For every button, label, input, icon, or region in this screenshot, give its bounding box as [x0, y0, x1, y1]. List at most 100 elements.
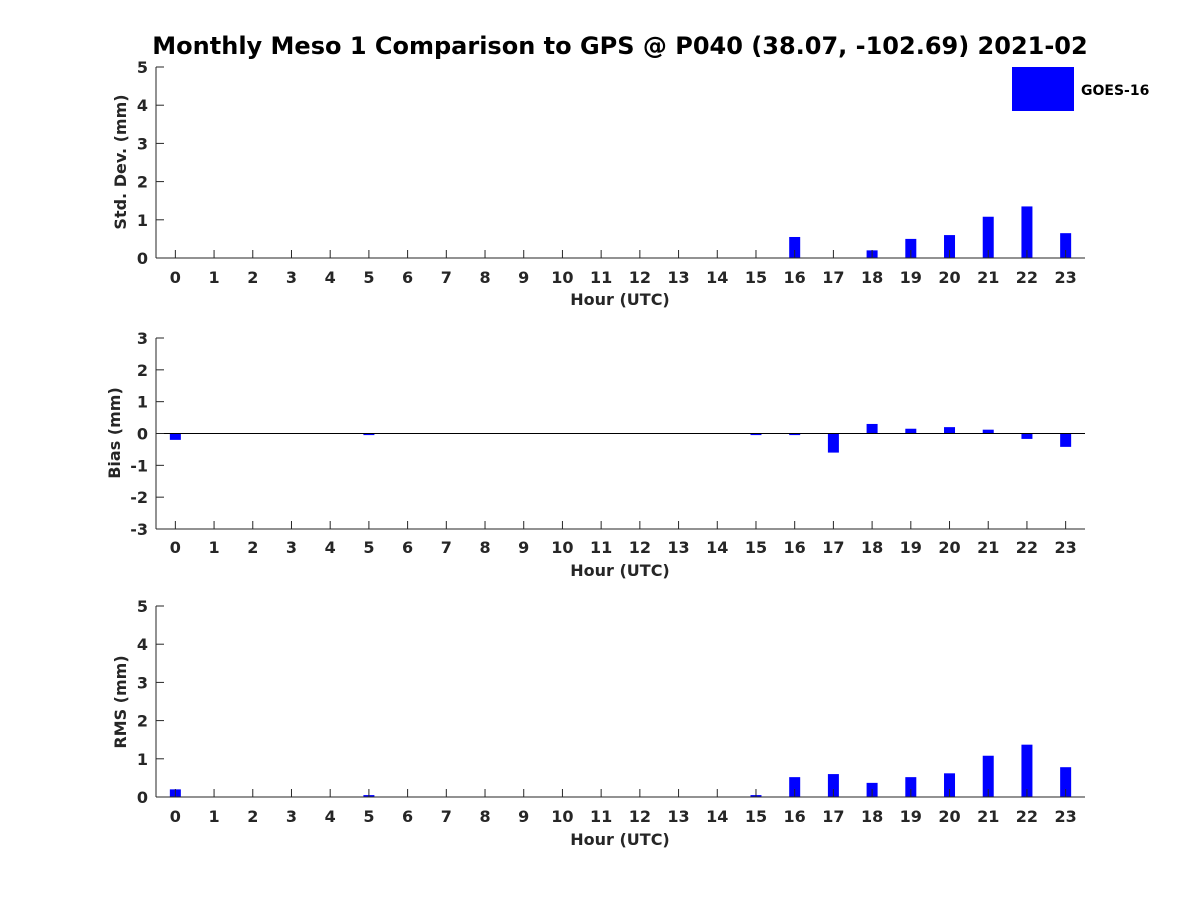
rms-axes: 0 1 2 3 4 5 6 7 8 9 10 11 12 13 14 15 16 17 18 19 20 21 22 2301… [137, 597, 1085, 826]
rms-x-tick-label-22: 22 [1016, 807, 1038, 826]
std-dev-x-tick-label-0: 0 [170, 268, 181, 287]
bias-bar-23 [1060, 433, 1072, 447]
bias-x-tick-label-13: 13 [667, 538, 689, 557]
bias-bar-0 [169, 433, 181, 440]
std-dev-y-tick-label-0: 0 [137, 249, 148, 268]
rms-bar-21 [982, 755, 994, 797]
std-dev-x-tick-label-4: 4 [325, 268, 336, 287]
legend-swatch-goes-16 [1012, 67, 1074, 111]
rms-x-tick-label-12: 12 [629, 807, 651, 826]
rms-x-tick-label-0: 0 [170, 807, 181, 826]
std-dev-x-tick-label-9: 9 [518, 268, 529, 287]
std-dev-x-tick-label-21: 21 [977, 268, 999, 287]
std-dev-x-tick-label-7: 7 [441, 268, 452, 287]
std-dev-x-tick-label-8: 8 [479, 268, 490, 287]
rms-x-tick-label-13: 13 [667, 807, 689, 826]
rms-x-tick-label-19: 19 [900, 807, 922, 826]
std-dev-x-tick-label-11: 11 [590, 268, 612, 287]
rms-bar-19 [905, 777, 917, 797]
rms-x-tick-label-9: 9 [518, 807, 529, 826]
std-dev-x-tick-label-5: 5 [363, 268, 374, 287]
rms-x-tick-label-2: 2 [247, 807, 258, 826]
bias-x-tick-label-6: 6 [402, 538, 413, 557]
rms-x-tick-label-10: 10 [551, 807, 573, 826]
legend-label-goes-16: GOES-16 [1081, 83, 1149, 99]
bias-x-tick-label-16: 16 [784, 538, 806, 557]
std-dev-bar-20 [944, 235, 956, 258]
bias-x-tick-label-21: 21 [977, 538, 999, 557]
std-dev-x-tick-label-19: 19 [900, 268, 922, 287]
bias-bar-18 [866, 423, 878, 434]
rms-bars [169, 744, 1072, 797]
std-dev-x-tick-label-3: 3 [286, 268, 297, 287]
bias-axes: 0 1 2 3 4 5 6 7 8 9 10 11 12 13 14 15 16 17 18 19 20 21 22 23-3… [130, 329, 1085, 557]
std-dev-y-tick-label-2: 2 [137, 173, 148, 192]
bias-x-tick-label-18: 18 [861, 538, 883, 557]
rms-bar-16 [789, 777, 801, 797]
bias-y-tick-label-1: 1 [137, 393, 148, 412]
bias-x-tick-label-17: 17 [822, 538, 844, 557]
rms-bar-23 [1060, 767, 1072, 797]
bias-bar-5 [363, 433, 375, 436]
bias-y-tick-label--2: -2 [130, 488, 148, 507]
rms-x-tick-label-15: 15 [745, 807, 767, 826]
bias-x-tick-label-1: 1 [208, 538, 219, 557]
rms-xlabel: Hour (UTC) [570, 830, 670, 849]
bias-bars [169, 423, 1072, 453]
bias-y-tick-label-2: 2 [137, 361, 148, 380]
rms-x-tick-label-14: 14 [706, 807, 728, 826]
bias-bar-19 [905, 428, 917, 434]
std-dev-bar-23 [1060, 233, 1072, 258]
std-dev-x-tick-label-14: 14 [706, 268, 728, 287]
bias-bar-21 [982, 429, 994, 434]
rms-x-tick-label-17: 17 [822, 807, 844, 826]
rms-x-tick-label-23: 23 [1055, 807, 1077, 826]
rms-x-tick-label-1: 1 [208, 807, 219, 826]
std-dev-x-tick-label-6: 6 [402, 268, 413, 287]
rms-bar-20 [944, 773, 956, 797]
rms-x-tick-label-20: 20 [938, 807, 960, 826]
rms-y-tick-label-0: 0 [137, 788, 148, 807]
rms-x-tick-label-8: 8 [479, 807, 490, 826]
bias-x-tick-label-2: 2 [247, 538, 258, 557]
rms-y-tick-label-3: 3 [137, 673, 148, 692]
bias-x-tick-label-5: 5 [363, 538, 374, 557]
bias-ylabel: Bias (mm) [105, 387, 124, 479]
rms-y-tick-label-1: 1 [137, 750, 148, 769]
std-dev-x-tick-label-23: 23 [1055, 268, 1077, 287]
bias-x-tick-label-10: 10 [551, 538, 573, 557]
rms-x-tick-label-3: 3 [286, 807, 297, 826]
std-dev-x-tick-label-18: 18 [861, 268, 883, 287]
std-dev-x-tick-label-17: 17 [822, 268, 844, 287]
std-dev-x-tick-label-1: 1 [208, 268, 219, 287]
bias-x-tick-label-4: 4 [325, 538, 336, 557]
rms-y-tick-label-5: 5 [137, 597, 148, 616]
std-dev-x-tick-label-20: 20 [938, 268, 960, 287]
std-dev-bar-19 [905, 238, 917, 258]
std-dev-x-tick-label-15: 15 [745, 268, 767, 287]
std-dev-y-tick-label-5: 5 [137, 58, 148, 77]
rms-bar-17 [827, 774, 839, 797]
std-dev-x-tick-label-2: 2 [247, 268, 258, 287]
rms-x-tick-label-21: 21 [977, 807, 999, 826]
bias-x-tick-label-22: 22 [1016, 538, 1038, 557]
bias-x-tick-label-19: 19 [900, 538, 922, 557]
rms-y-tick-label-2: 2 [137, 712, 148, 731]
std-dev-x-tick-label-12: 12 [629, 268, 651, 287]
std-dev-xlabel: Hour (UTC) [570, 290, 670, 309]
bias-bar-17 [827, 433, 839, 453]
bias-x-tick-label-11: 11 [590, 538, 612, 557]
bias-xlabel: Hour (UTC) [570, 561, 670, 580]
bias-y-tick-label--3: -3 [130, 520, 148, 539]
bias-y-tick-label--1: -1 [130, 456, 148, 475]
std-dev-bar-16 [789, 236, 801, 258]
rms-x-tick-label-16: 16 [784, 807, 806, 826]
rms-x-tick-label-5: 5 [363, 807, 374, 826]
bias-x-tick-label-0: 0 [170, 538, 181, 557]
bias-x-tick-label-20: 20 [938, 538, 960, 557]
rms-ylabel: RMS (mm) [111, 655, 130, 748]
rms-x-tick-label-11: 11 [590, 807, 612, 826]
bias-x-tick-label-3: 3 [286, 538, 297, 557]
chart-title: Monthly Meso 1 Comparison to GPS @ P040 … [152, 32, 1087, 60]
